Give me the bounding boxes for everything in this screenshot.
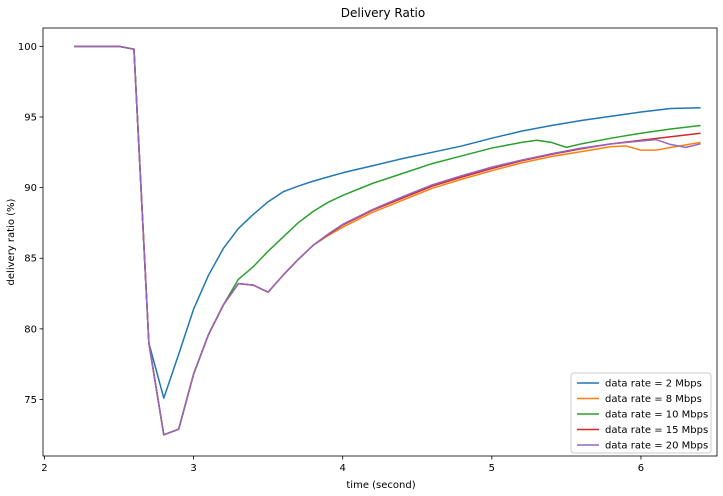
legend-label-5: data rate = 20 Mbps (605, 441, 708, 452)
y-tick-label: 85 (24, 254, 37, 265)
legend: data rate = 2 Mbps data rate = 8 Mbps data… (570, 372, 712, 454)
y-tick-label: 95 (24, 112, 37, 123)
x-axis-label: time (second) (346, 480, 415, 491)
legend-frame (570, 372, 712, 454)
x-axis: 2 3 4 5 6 (41, 456, 644, 474)
y-axis-label: delivery ratio (%) (6, 198, 17, 285)
y-tick-label: 80 (24, 324, 37, 335)
plot-frame (42, 27, 718, 457)
x-tick-label: 6 (638, 463, 644, 474)
y-tick-label: 100 (18, 42, 37, 53)
x-tick-label: 3 (190, 463, 196, 474)
chart-title: Delivery Ratio (341, 6, 425, 20)
x-tick-label: 5 (489, 463, 495, 474)
legend-label-3: data rate = 10 Mbps (605, 410, 708, 421)
y-axis: 75 80 85 90 95 100 (18, 42, 43, 406)
series-line-5 (74, 45, 701, 436)
x-tick-label: 4 (340, 463, 346, 474)
y-tick-label: 75 (24, 395, 37, 406)
series-line-1 (74, 45, 701, 399)
y-tick-label: 90 (24, 183, 37, 194)
legend-label-2: data rate = 8 Mbps (605, 394, 702, 405)
legend-label-1: data rate = 2 Mbps (605, 379, 702, 390)
x-tick-label: 2 (41, 463, 47, 474)
plot-lines (74, 45, 701, 436)
legend-label-4: data rate = 15 Mbps (605, 425, 708, 436)
